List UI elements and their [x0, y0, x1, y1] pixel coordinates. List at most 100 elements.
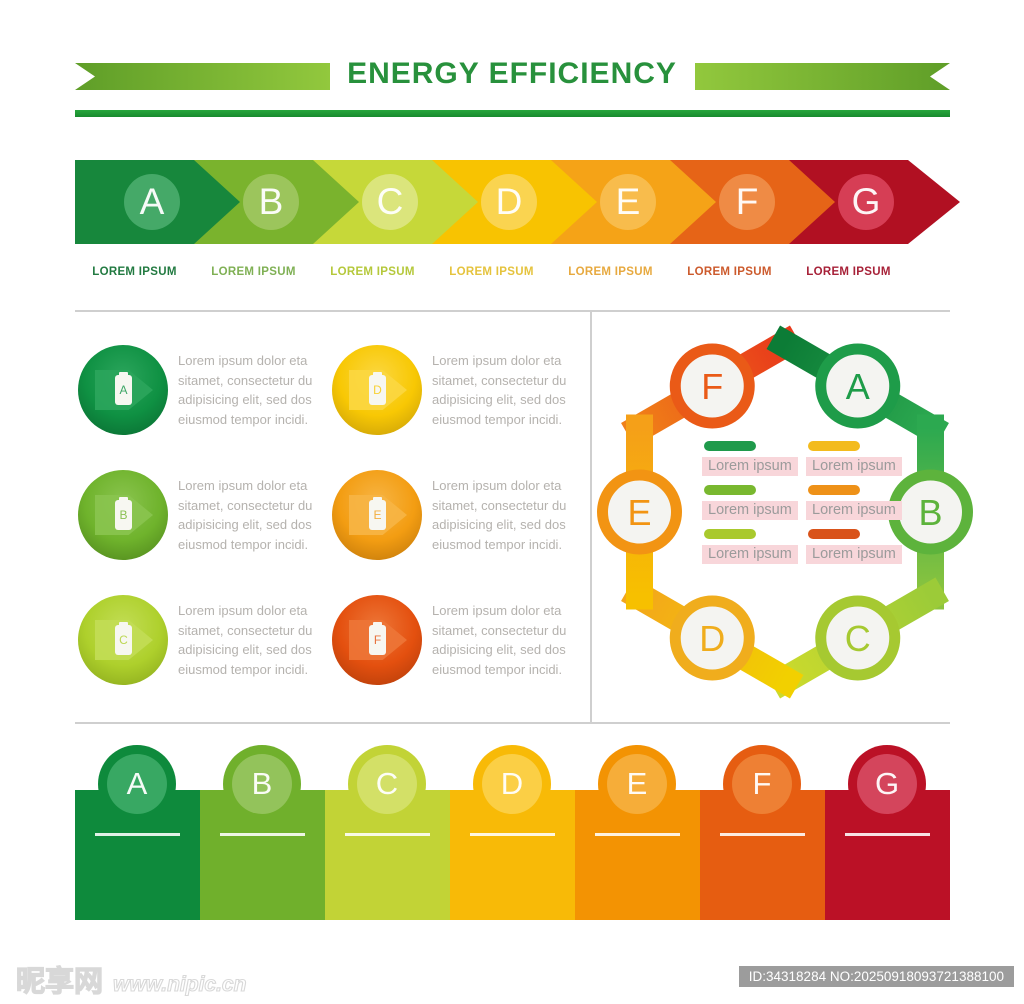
scale-badge-e: E — [600, 174, 656, 230]
tab-letter: E — [626, 766, 648, 801]
tab-letter: C — [375, 766, 399, 801]
battery-icon: F — [369, 622, 386, 655]
scale-badge-d: D — [481, 174, 537, 230]
scale-badge-b: B — [243, 174, 299, 230]
battery-letter: F — [373, 633, 382, 647]
battery-icon: D — [369, 372, 386, 405]
scale-chevron-d — [551, 160, 597, 244]
tab-underline — [845, 833, 930, 836]
scale-badge-f: F — [719, 174, 775, 230]
scale-caption: LOREM IPSUM — [449, 266, 534, 278]
tab-a: A — [75, 745, 200, 920]
tab-b: B — [200, 745, 325, 920]
scale-letter-f: F — [735, 181, 759, 222]
tab-badge: G — [857, 754, 917, 814]
tab-d: D — [450, 745, 575, 920]
scale-caption: LOREM IPSUM — [211, 266, 296, 278]
feature-sphere-e: E — [332, 470, 422, 560]
legend-label: Lorem ipsum — [702, 545, 798, 564]
tab-underline — [470, 833, 555, 836]
scale-letter-e: E — [615, 181, 641, 222]
scale-chevron-f — [789, 160, 835, 244]
scale-caption: LOREM IPSUM — [92, 266, 177, 278]
hex-node-d — [669, 595, 755, 681]
tab-badge: A — [107, 754, 167, 814]
legend-dash — [704, 441, 756, 451]
tab-letter: G — [874, 766, 900, 801]
feature-text: Lorem ipsum dolor eta sitamet, consectet… — [432, 603, 567, 677]
legend-dash — [704, 529, 756, 539]
feature-sphere-f: F — [332, 595, 422, 685]
battery-letter: C — [119, 633, 128, 647]
hex-letter-c: C — [845, 618, 871, 659]
battery-letter: D — [373, 383, 382, 397]
scale-letter-b: B — [258, 181, 284, 222]
battery-icon: E — [369, 497, 386, 530]
hex-letter-d: D — [699, 618, 725, 659]
legend-item: Lorem ipsum — [702, 441, 800, 476]
legend-dash — [704, 485, 756, 495]
legend-label: Lorem ipsum — [806, 501, 902, 520]
header-rule — [75, 110, 950, 117]
watermark-url: www.nipic.cn — [112, 972, 247, 996]
tab-letter: B — [251, 766, 273, 801]
battery-letter: B — [119, 508, 128, 522]
legend-item: Lorem ipsum — [806, 485, 904, 520]
section-divider — [590, 312, 592, 722]
feature-sphere-a: A — [78, 345, 168, 435]
scale-letter-a: A — [139, 181, 165, 222]
hex-letter-f: F — [701, 366, 723, 407]
battery-letter: A — [119, 383, 128, 397]
scale-caption: LOREM IPSUM — [568, 266, 653, 278]
legend-item: Lorem ipsum — [702, 485, 800, 520]
legend-item: Lorem ipsum — [702, 529, 800, 564]
tab-c: C — [325, 745, 450, 920]
hex-node-f — [669, 343, 755, 429]
tab-badge: D — [482, 754, 542, 814]
battery-icon: C — [115, 622, 132, 655]
hex-letter-b: B — [918, 492, 942, 533]
scale-letter-c: C — [376, 181, 404, 222]
rating-tabs: A B C D E F — [75, 745, 950, 920]
tab-badge: B — [232, 754, 292, 814]
tab-underline — [95, 833, 180, 836]
feature-text: Lorem ipsum dolor eta sitamet, consectet… — [178, 353, 313, 427]
hexagon-diagram: F A B C D E — [597, 325, 973, 699]
hex-letter-e: E — [627, 492, 651, 533]
section-border-top — [75, 310, 950, 312]
feature-sphere-b: B — [78, 470, 168, 560]
tab-e: E — [575, 745, 700, 920]
battery-icon: A — [115, 372, 132, 405]
feature-text: Lorem ipsum dolor eta sitamet, consectet… — [432, 478, 567, 552]
tab-letter: D — [500, 766, 524, 801]
battery-letter: E — [373, 508, 382, 522]
feature-text: Lorem ipsum dolor eta sitamet, consectet… — [432, 353, 567, 427]
header-ribbon-left — [75, 63, 330, 90]
image-id-badge: ID:34318284 NO:20250918093721388100 — [738, 966, 1014, 987]
scale-chevron-b — [313, 160, 359, 244]
legend-dash — [808, 485, 860, 495]
tab-underline — [345, 833, 430, 836]
scale-badge-g: G — [838, 174, 894, 230]
scale-arrow-tip — [908, 160, 960, 244]
legend-dash — [808, 529, 860, 539]
watermark: 昵享网 www.nipic.cn — [15, 958, 247, 1000]
legend-label: Lorem ipsum — [806, 545, 902, 564]
feature-sphere-d: D — [332, 345, 422, 435]
legend-label: Lorem ipsum — [702, 457, 798, 476]
hex-node-c — [815, 595, 901, 681]
tab-underline — [720, 833, 805, 836]
tab-underline — [595, 833, 680, 836]
tab-letter: A — [126, 766, 148, 801]
battery-icon: B — [115, 497, 132, 530]
page-title: ENERGY EFFICIENCY — [347, 57, 677, 90]
legend-item: Lorem ipsum — [806, 441, 904, 476]
tab-badge: F — [732, 754, 792, 814]
scale-caption: LOREM IPSUM — [806, 266, 891, 278]
tab-letter: F — [752, 766, 772, 801]
rating-arrow-scale: A B C D E F G — [75, 160, 960, 244]
tab-underline — [220, 833, 305, 836]
legend-item: Lorem ipsum — [806, 529, 904, 564]
legend-label: Lorem ipsum — [806, 457, 902, 476]
